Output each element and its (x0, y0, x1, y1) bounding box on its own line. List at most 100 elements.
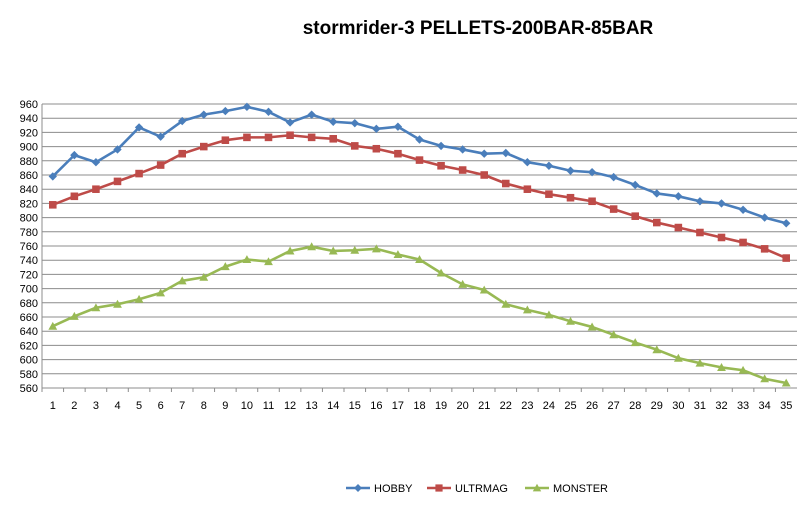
data-point-triangle (501, 299, 511, 308)
y-tick-label: 580 (20, 369, 38, 381)
data-point-square (523, 185, 532, 193)
data-point-diamond (91, 158, 101, 167)
chart-title: stormrider-3 PELLETS-200BAR-85BAR (303, 18, 654, 39)
data-point-triangle (156, 288, 166, 297)
y-tick-label: 820 (20, 198, 38, 210)
data-point-diamond (307, 110, 316, 119)
data-point-diamond (285, 118, 295, 127)
data-point-diamond (329, 117, 338, 126)
x-tick-label: 23 (521, 400, 533, 412)
data-point-triangle (566, 316, 575, 325)
data-point-diamond (70, 150, 79, 160)
data-point-square (760, 245, 769, 253)
data-point-diamond (393, 122, 403, 131)
data-point-square (437, 161, 445, 170)
data-point-triangle (350, 245, 360, 254)
x-tick-label: 34 (759, 400, 771, 412)
y-tick-label: 740 (20, 255, 38, 267)
data-point-square (307, 133, 316, 142)
series-hobby (48, 102, 791, 228)
x-tick-label: 13 (306, 400, 318, 412)
x-tick-label: 19 (435, 400, 447, 412)
data-point-diamond (566, 166, 575, 175)
data-point-diamond (242, 102, 252, 112)
series-lines (48, 102, 791, 387)
data-point-square (329, 135, 337, 143)
data-point-diamond (178, 116, 187, 126)
data-point-diamond (695, 197, 705, 206)
x-tick-label: 11 (263, 400, 274, 412)
data-point-triangle (134, 294, 144, 303)
data-point-square (631, 212, 639, 220)
data-point-diamond (436, 141, 446, 151)
data-point-triangle (630, 338, 640, 347)
data-point-square (415, 156, 424, 164)
data-point-square (609, 205, 618, 213)
y-tick-label: 680 (20, 298, 38, 310)
data-point-triangle (609, 330, 619, 339)
x-tick-label: 7 (179, 400, 185, 412)
x-tick-label: 8 (201, 400, 207, 412)
data-point-diamond (415, 135, 424, 144)
x-tick-label: 26 (586, 400, 598, 412)
y-tick-label: 760 (20, 241, 38, 253)
y-tick-label: 620 (20, 340, 38, 352)
y-tick-label: 960 (20, 99, 38, 111)
data-point-square (653, 218, 661, 227)
data-point-triangle (371, 244, 381, 253)
y-tick-label: 860 (20, 170, 38, 182)
data-point-triangle (264, 257, 273, 266)
data-point-diamond (134, 123, 144, 132)
data-point-square (502, 179, 510, 188)
x-tick-label: 17 (392, 400, 404, 412)
legend-item-ultrmag: ULTRMAG (427, 483, 508, 495)
data-point-square (372, 144, 381, 153)
data-point-square (435, 484, 443, 492)
data-point-triangle (695, 358, 705, 367)
data-point-diamond (652, 189, 661, 198)
data-point-square (286, 131, 294, 140)
data-point-diamond (199, 110, 208, 119)
x-tick-label: 32 (715, 400, 727, 412)
data-point-triangle (673, 353, 683, 362)
y-tick-label: 900 (20, 142, 38, 154)
data-point-square (70, 192, 79, 201)
data-point-triangle (48, 321, 58, 330)
data-point-triangle (242, 255, 252, 264)
data-point-diamond (113, 145, 122, 154)
x-tick-label: 3 (93, 400, 99, 412)
y-tick-label: 660 (20, 312, 38, 324)
data-point-square (458, 166, 467, 174)
x-tick-label: 25 (564, 400, 576, 412)
data-point-diamond (738, 205, 748, 214)
data-point-triangle (415, 255, 424, 264)
series-ultrmag (49, 131, 790, 262)
data-point-triangle (717, 363, 726, 371)
data-point-triangle (220, 262, 230, 271)
x-tick-label: 33 (737, 400, 749, 412)
data-point-triangle (479, 285, 489, 294)
data-point-square (782, 254, 790, 262)
x-tick-label: 15 (349, 400, 361, 412)
data-point-triangle (781, 378, 791, 387)
data-point-diamond (674, 192, 683, 201)
x-tick-label: 22 (500, 400, 512, 412)
data-point-diamond (544, 161, 554, 170)
data-point-square (200, 142, 208, 151)
legend: HOBBY ULTRMAG MONSTER (346, 483, 608, 495)
data-point-square (717, 233, 726, 242)
x-tick-label: 27 (608, 400, 620, 412)
y-tick-label: 920 (20, 127, 38, 139)
x-tick-label: 10 (241, 400, 253, 412)
data-point-triangle (91, 303, 101, 312)
data-point-diamond (501, 148, 510, 158)
data-point-triangle (587, 322, 597, 331)
data-point-diamond (354, 484, 362, 492)
data-point-triangle (532, 483, 542, 492)
data-point-square (156, 161, 165, 169)
data-point-square (92, 185, 100, 193)
data-point-square (49, 201, 57, 209)
data-point-square (739, 238, 747, 247)
